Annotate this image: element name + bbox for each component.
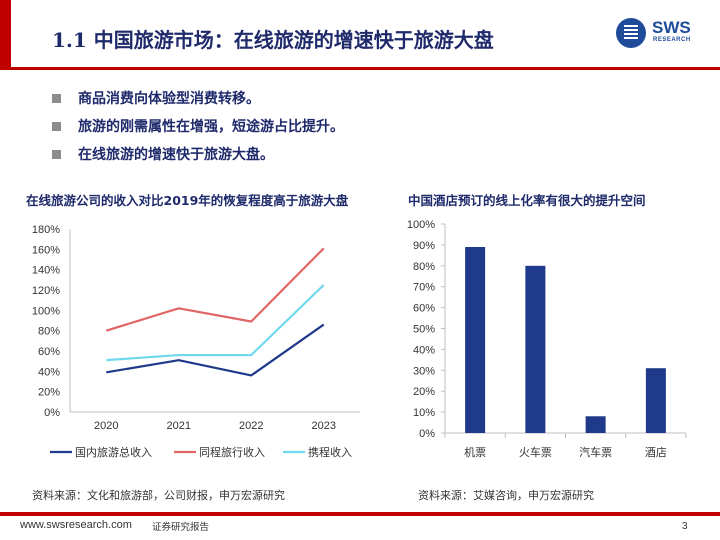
bullet-item: 旅游的刚需属性在增强，短途游占比提升。 — [52, 118, 344, 146]
logo-subtext: RESEARCH — [653, 37, 691, 43]
legend-label-1: 国内旅游总收入 — [75, 445, 152, 459]
y-tick-label: 0% — [419, 428, 435, 440]
y-tick-label: 100% — [32, 305, 60, 317]
bullet-text: 旅游的刚需属性在增强，短途游占比提升。 — [78, 119, 344, 135]
bullet-text: 商品消费向体验型消费转移。 — [78, 91, 260, 107]
footer-note: 证券研究报告 — [152, 522, 210, 533]
title-rule — [0, 67, 720, 70]
series-line-3 — [106, 284, 325, 362]
bullet-list: 商品消费向体验型消费转移。 旅游的刚需属性在增强，短途游占比提升。 在线旅游的增… — [52, 90, 344, 174]
bar-3 — [585, 416, 606, 433]
y-tick-label: 160% — [32, 244, 60, 256]
x-tick-label: 火车票 — [519, 445, 552, 459]
y-tick-label: 40% — [413, 344, 435, 356]
y-tick-label: 80% — [38, 326, 60, 338]
square-bullet-icon — [52, 122, 61, 131]
y-tick-label: 120% — [32, 285, 60, 297]
bar-chart-title: 中国酒店预订的线上化率有很大的提升空间 — [408, 193, 646, 208]
series-line-1 — [106, 323, 325, 377]
series-line-2 — [105, 247, 325, 332]
x-tick-label: 机票 — [464, 445, 486, 459]
y-tick-label: 60% — [38, 346, 60, 358]
x-tick-label: 2021 — [167, 420, 191, 432]
y-tick-label: 90% — [413, 240, 435, 252]
x-tick-label: 酒店 — [645, 445, 667, 459]
bar-chart: 0% 10% 20% 30% 40% 50% 60% 70% 80% 90% 100% 机票 火车票 汽车… — [407, 219, 687, 459]
sws-logo-icon — [616, 18, 646, 48]
footer-rule — [0, 512, 720, 516]
y-tick-label: 140% — [32, 265, 60, 277]
title-accent-bar — [0, 0, 11, 68]
legend-label-2: 同程旅行收入 — [199, 445, 265, 459]
sws-logo: SWS RESEARCH — [616, 18, 706, 52]
x-tick-label: 汽车票 — [579, 445, 612, 459]
line-chart-title: 在线旅游公司的收入对比2019年的恢复程度高于旅游大盘 — [26, 193, 349, 208]
x-tick-label: 2020 — [94, 420, 118, 432]
logo-text: SWS — [652, 18, 691, 37]
y-tick-label: 50% — [413, 324, 435, 336]
legend-label-3: 携程收入 — [308, 445, 352, 459]
bar-1 — [465, 246, 486, 433]
x-tick-label: 2023 — [312, 420, 336, 432]
y-tick-label: 60% — [413, 303, 435, 315]
y-tick-label: 30% — [413, 365, 435, 377]
y-tick-label: 0% — [44, 407, 60, 419]
y-tick-label: 20% — [413, 386, 435, 398]
x-tick-label: 2022 — [239, 420, 263, 432]
source-left: 资料来源：文化和旅游部，公司财报，申万宏源研究 — [32, 489, 285, 502]
source-right: 资料来源：艾媒咨询，申万宏源研究 — [418, 489, 594, 502]
bar-2 — [525, 265, 546, 433]
y-tick-label: 100% — [407, 219, 435, 231]
bullet-item: 在线旅游的增速快于旅游大盘。 — [52, 146, 344, 174]
bullet-text: 在线旅游的增速快于旅游大盘。 — [78, 147, 274, 163]
footer-url[interactable]: www.swsresearch.com — [20, 519, 132, 531]
slide-title: 1.1 中国旅游市场：在线旅游的增速快于旅游大盘 — [52, 28, 494, 52]
square-bullet-icon — [52, 94, 61, 103]
y-tick-label: 20% — [38, 387, 60, 399]
y-tick-label: 80% — [413, 261, 435, 273]
y-tick-label: 180% — [32, 224, 60, 236]
y-tick-label: 10% — [413, 407, 435, 419]
line-chart: 0% 20% 40% 60% 80% 100% 120% 140% 160% 180% 2020 20… — [32, 224, 360, 459]
square-bullet-icon — [52, 150, 61, 159]
bullet-item: 商品消费向体验型消费转移。 — [52, 90, 344, 118]
bar-4 — [645, 368, 666, 433]
y-tick-label: 40% — [38, 366, 60, 378]
y-tick-label: 70% — [413, 282, 435, 294]
page-number: 3 — [682, 521, 688, 532]
